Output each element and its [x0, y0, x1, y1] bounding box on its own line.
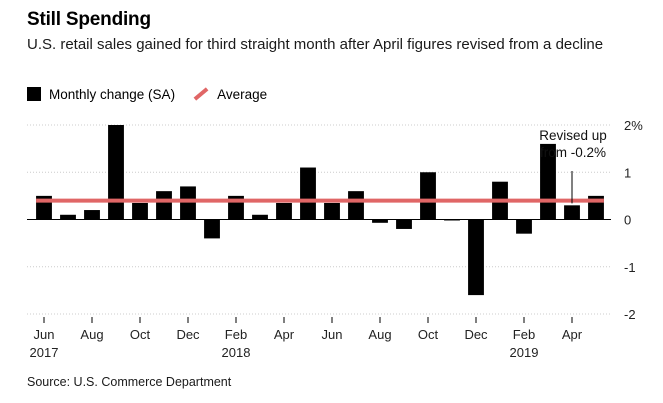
legend-average-label: Average — [217, 86, 268, 102]
bar — [204, 219, 220, 239]
x-tick-year: 2018 — [222, 345, 251, 360]
bar — [156, 191, 172, 220]
x-tick-year: 2019 — [510, 345, 539, 360]
legend: Monthly change (SA) Average — [27, 85, 283, 103]
bar — [348, 191, 364, 220]
annotation-line2: from -0.2% — [540, 145, 606, 160]
bar — [252, 214, 268, 220]
bar — [444, 219, 460, 221]
legend-bar-label: Monthly change (SA) — [49, 86, 176, 102]
bar — [276, 202, 292, 220]
y-tick-label: -2 — [624, 307, 636, 322]
bar — [468, 219, 484, 296]
x-tick-label: Dec — [464, 327, 488, 342]
bar — [60, 214, 76, 220]
bar — [324, 202, 340, 220]
y-tick-label: 0 — [624, 213, 631, 228]
annotation-line1: Revised up — [539, 128, 607, 143]
x-tick-label: Apr — [274, 327, 295, 342]
bar — [108, 125, 124, 220]
y-tick-label: 2% — [624, 118, 643, 133]
x-tick-label: Feb — [513, 327, 535, 342]
bar — [372, 219, 388, 223]
x-tick-label: Oct — [130, 327, 151, 342]
x-tick-label: Apr — [562, 327, 583, 342]
bar — [84, 210, 100, 220]
legend-bar-swatch — [27, 87, 41, 101]
x-tick-label: Jun — [34, 327, 55, 342]
x-tick-label: Aug — [80, 327, 103, 342]
source-note: Source: U.S. Commerce Department — [27, 375, 232, 389]
x-tick-year: 2017 — [30, 345, 59, 360]
x-tick-label: Jun — [322, 327, 343, 342]
x-tick-label: Feb — [225, 327, 247, 342]
chart-title: Still Spending — [27, 9, 151, 30]
x-tick-label: Aug — [368, 327, 391, 342]
legend-item-average: Average — [191, 87, 267, 102]
bar — [420, 172, 436, 220]
x-tick-label: Oct — [418, 327, 439, 342]
legend-item-bars: Monthly change (SA) — [27, 87, 175, 102]
x-tick-label: Dec — [176, 327, 200, 342]
bar — [564, 205, 580, 220]
y-tick-label: 1 — [624, 165, 631, 180]
chart-subtitle: U.S. retail sales gained for third strai… — [27, 36, 604, 53]
y-tick-label: -1 — [624, 260, 636, 275]
bar — [396, 219, 412, 229]
bar — [300, 167, 316, 220]
bar — [180, 186, 196, 220]
bar — [516, 219, 532, 234]
bar — [132, 202, 148, 220]
